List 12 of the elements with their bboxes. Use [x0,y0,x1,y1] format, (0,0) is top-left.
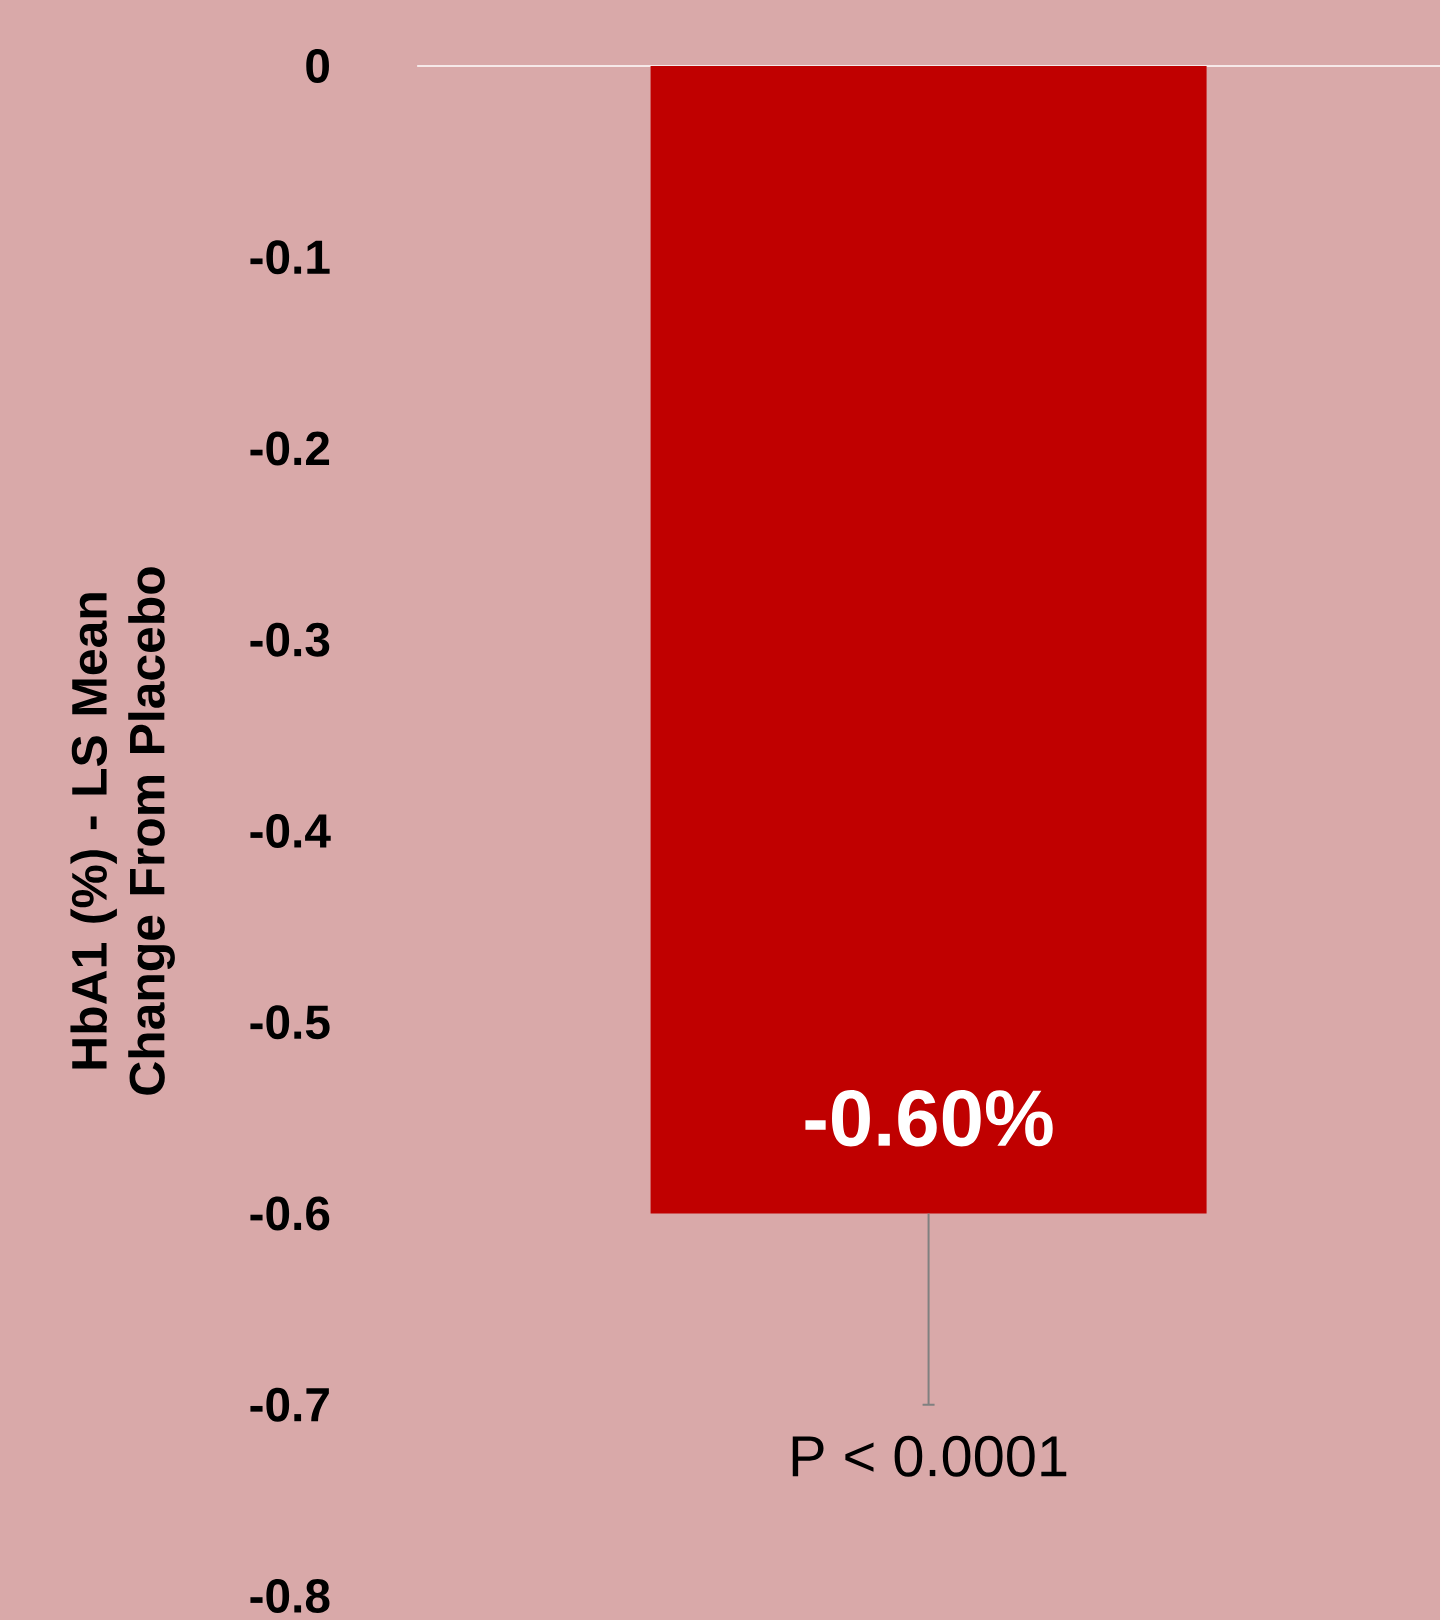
y-tick-label: -0.1 [250,240,330,275]
y-tick-label: -0.7 [250,1387,329,1422]
y-tick-label: -0.3 [250,622,330,657]
y-tick-label: -0.8 [250,1579,330,1613]
y-axis-title: HbA1 (%) - LS Mean Change From Placebo [70,567,175,1095]
y-tick-label: -0.4 [250,814,331,848]
data-label: -0.60% [805,1090,1053,1147]
annotation: P < 0.0001 [792,1435,1067,1477]
y-tick-label: -0.2 [250,431,330,466]
y-tick-label: -0.5 [250,1005,330,1040]
y-tick-label: 0 [306,49,330,83]
y-tick-label: -0.6 [250,1196,330,1231]
